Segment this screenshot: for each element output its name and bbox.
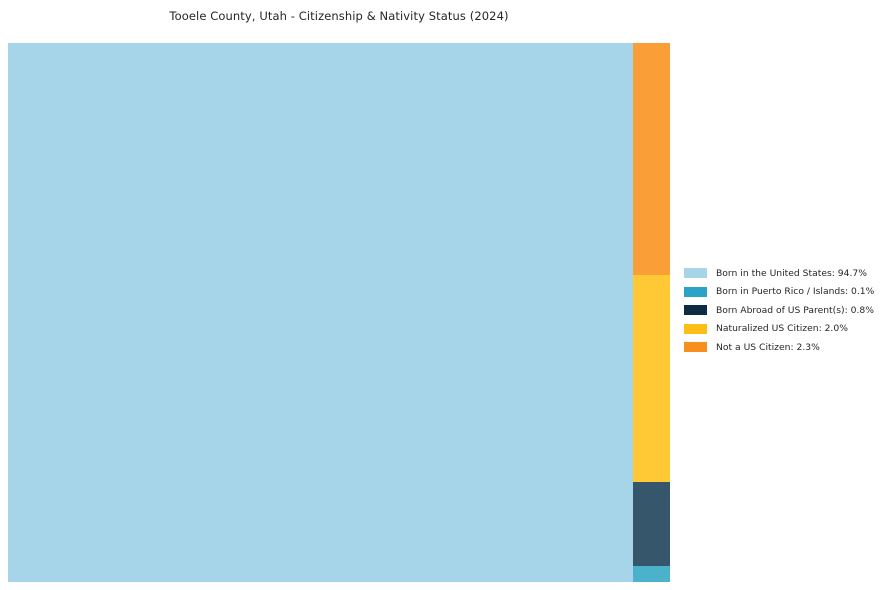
chart-title: Tooele County, Utah - Citizenship & Nati… <box>169 9 509 23</box>
legend-item-label: Naturalized US Citizen: 2.0% <box>716 323 848 335</box>
treemap-plot-area <box>8 43 670 582</box>
legend-item-label: Born in the United States: 94.7% <box>716 267 867 279</box>
legend-swatch-icon <box>684 342 707 353</box>
legend-item-label: Born in Puerto Rico / Islands: 0.1% <box>716 286 875 298</box>
treemap-tile-born-abroad-of-us-parents[interactable] <box>633 482 670 566</box>
treemap-tile-not-a-us-citizen[interactable] <box>633 43 670 275</box>
treemap-tile-born-in-puerto-rico-islands[interactable] <box>633 566 670 582</box>
chart-legend: Born in the United States: 94.7% Born in… <box>684 264 884 357</box>
legend-swatch-icon <box>684 286 707 297</box>
legend-item-born-abroad-of-us-parents[interactable]: Born Abroad of US Parent(s): 0.8% <box>684 301 884 320</box>
legend-swatch-icon <box>684 268 707 279</box>
legend-item-label: Born Abroad of US Parent(s): 0.8% <box>716 304 874 316</box>
legend-swatch-icon <box>684 305 707 316</box>
legend-item-born-in-puerto-rico-islands[interactable]: Born in Puerto Rico / Islands: 0.1% <box>684 283 884 302</box>
legend-item-label: Not a US Citizen: 2.3% <box>716 341 820 353</box>
treemap-tile-born-in-the-united-states[interactable] <box>8 43 633 582</box>
treemap-tile-naturalized-us-citizen[interactable] <box>633 275 670 482</box>
legend-item-not-a-us-citizen[interactable]: Not a US Citizen: 2.3% <box>684 338 884 357</box>
legend-item-naturalized-us-citizen[interactable]: Naturalized US Citizen: 2.0% <box>684 320 884 339</box>
legend-swatch-icon <box>684 323 707 334</box>
legend-item-born-in-the-united-states[interactable]: Born in the United States: 94.7% <box>684 264 884 283</box>
